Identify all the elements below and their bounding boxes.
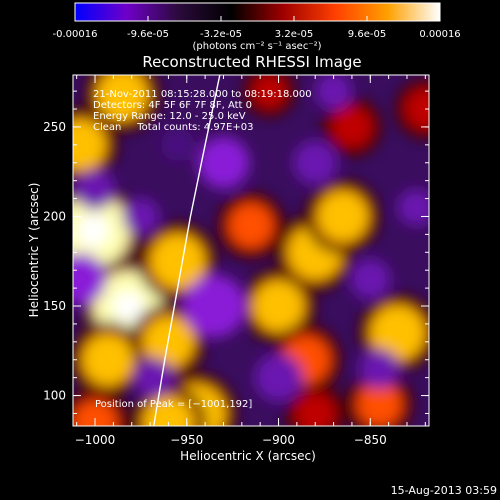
heatmap-blob [296,395,334,426]
y-tick-label: 250 [43,120,66,134]
heatmap-blob [315,75,352,110]
heatmap-blob-core [76,214,110,248]
heatmap-blob [82,334,134,386]
x-axis-label: Heliocentric X (arcsec) [180,449,316,463]
x-axis-ticks: −1000 −950 −900 −850 [75,75,426,447]
y-tick-label: 150 [43,299,66,313]
colorbar-tick-label: -0.00016 [53,29,98,40]
colorbar-tick-label: -3.2e-05 [200,29,242,40]
heatmap-blob [73,400,118,426]
x-tick-label: −1000 [75,433,116,447]
heatmap-blob [122,198,160,235]
y-tick-label: 100 [43,389,66,403]
colorbar-units: (photons cm⁻² s⁻¹ asec⁻²) [192,41,321,52]
colorbar-tick-label: -9.6e-05 [127,29,169,40]
heatmap-layer [73,75,429,426]
heatmap-blob [254,76,285,106]
annotation-peak-position: Position of Peak = [−1001,192] [95,399,252,410]
heatmap-blob [150,233,206,289]
heatmap-blob [252,280,305,332]
heatmap-blob [370,305,426,361]
colorbar-gradient [74,2,441,22]
y-axis-label: Heliocentric Y (arcsec) [27,183,41,318]
y-tick-label: 200 [43,209,66,223]
plot-area [73,75,429,426]
heatmap-blob [357,382,402,426]
annotation-detectors: Detectors: 4F 5F 6F 7F 8F, Att 0 [93,100,252,111]
heatmap-blob [161,128,195,162]
colorbar-tick-label: 0.00016 [419,29,460,40]
heatmap-blob [317,190,369,243]
annotation-time-range: 21-Nov-2011 08:15:28.000 to 08:19:18.000 [93,89,312,100]
plot-frame [72,74,430,427]
generation-timestamp: 15-Aug-2013 03:59 [391,484,497,497]
heatmap-blob [359,348,400,389]
heatmap-blob [293,140,338,185]
colorbar-ticks: -0.00016 -9.6e-05 -3.2e-05 3.2e-05 9.6e-05 0.… [53,16,461,40]
y-axis-ticks: 100 150 200 250 [43,90,429,414]
annotation-energy-range: Energy Range: 12.0 - 25.0 keV [93,111,246,122]
heatmap-blob [74,169,116,210]
heatmap-blob [197,137,250,189]
heatmap-blob [254,353,303,402]
x-tick-label: −900 [262,433,295,447]
heatmap-blob-core [112,290,144,322]
heatmap-blob [73,253,107,305]
x-tick-label: −850 [354,433,387,447]
info-annotations: 21-Nov-2011 08:15:28.000 to 08:19:18.000… [93,89,312,410]
solar-limb-line [153,75,221,426]
colorbar-tick-label: 9.6e-05 [348,29,386,40]
heatmap-blob [96,75,149,121]
heatmap-blob [183,274,246,338]
heatmap-blob [73,119,107,171]
heatmap-blob [350,258,391,300]
colorbar: -0.00016 -9.6e-05 -3.2e-05 3.2e-05 9.6e-05 0.… [53,2,461,52]
heatmap-blob [228,203,274,248]
heatmap-blob [333,108,371,146]
heatmap-blob [133,357,174,398]
chart-title: Reconstructed RHESSI Image [142,53,361,71]
colorbar-tick-label: 3.2e-05 [275,29,313,40]
heatmap-blob [406,90,429,128]
annotation-clean-counts: Clean Total counts: 4.97E+03 [93,122,253,133]
x-tick-label: −950 [170,433,203,447]
